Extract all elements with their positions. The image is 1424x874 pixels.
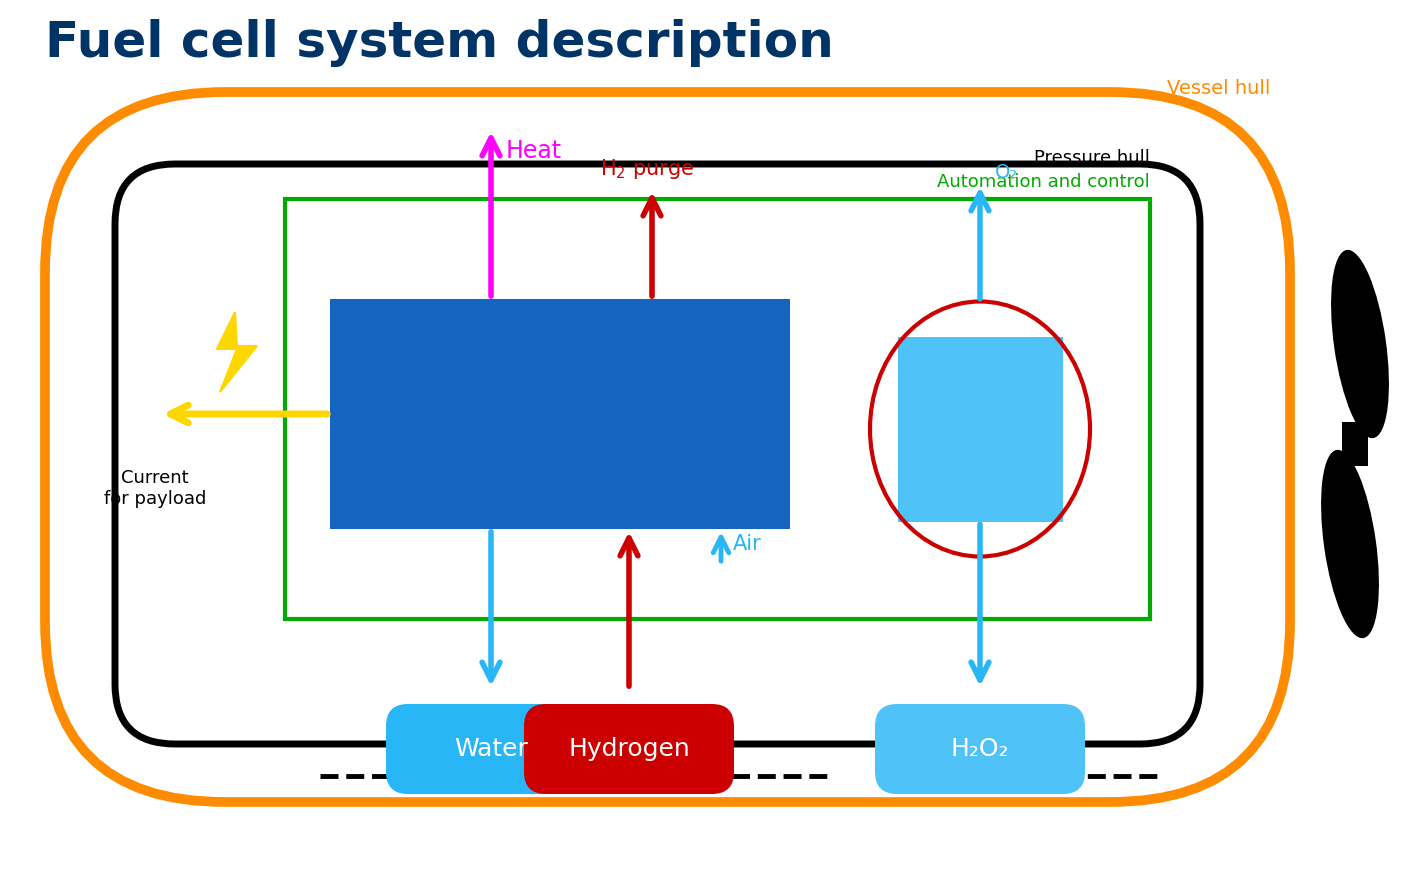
Bar: [1341, 422, 1368, 466]
Text: Air: Air: [733, 534, 762, 554]
Text: H₂O₂: H₂O₂: [951, 737, 1010, 761]
Text: Pressure hull: Pressure hull: [1034, 149, 1151, 167]
Text: $\mathregular{H_2}$ purge: $\mathregular{H_2}$ purge: [600, 157, 695, 181]
Bar: [330, 299, 790, 529]
Text: Fuel cell system description: Fuel cell system description: [46, 19, 833, 67]
Bar: [285, 199, 1151, 619]
Text: Fuel cell: Fuel cell: [497, 399, 622, 428]
Text: O₂: O₂: [995, 163, 1018, 182]
Text: Water: Water: [454, 737, 528, 761]
Bar: [897, 336, 1062, 522]
Ellipse shape: [1321, 450, 1378, 638]
Text: Hydrogen: Hydrogen: [568, 737, 689, 761]
FancyBboxPatch shape: [524, 704, 733, 794]
Polygon shape: [216, 312, 256, 392]
Text: Vessel hull: Vessel hull: [1166, 79, 1270, 98]
Text: Current
for payload: Current for payload: [104, 469, 206, 508]
Text: Heat: Heat: [506, 139, 562, 163]
Ellipse shape: [1331, 250, 1388, 438]
Text: Automation and control: Automation and control: [937, 173, 1151, 191]
FancyBboxPatch shape: [874, 704, 1085, 794]
FancyBboxPatch shape: [386, 704, 597, 794]
Text: O₂
gen.: O₂ gen.: [953, 403, 1008, 454]
